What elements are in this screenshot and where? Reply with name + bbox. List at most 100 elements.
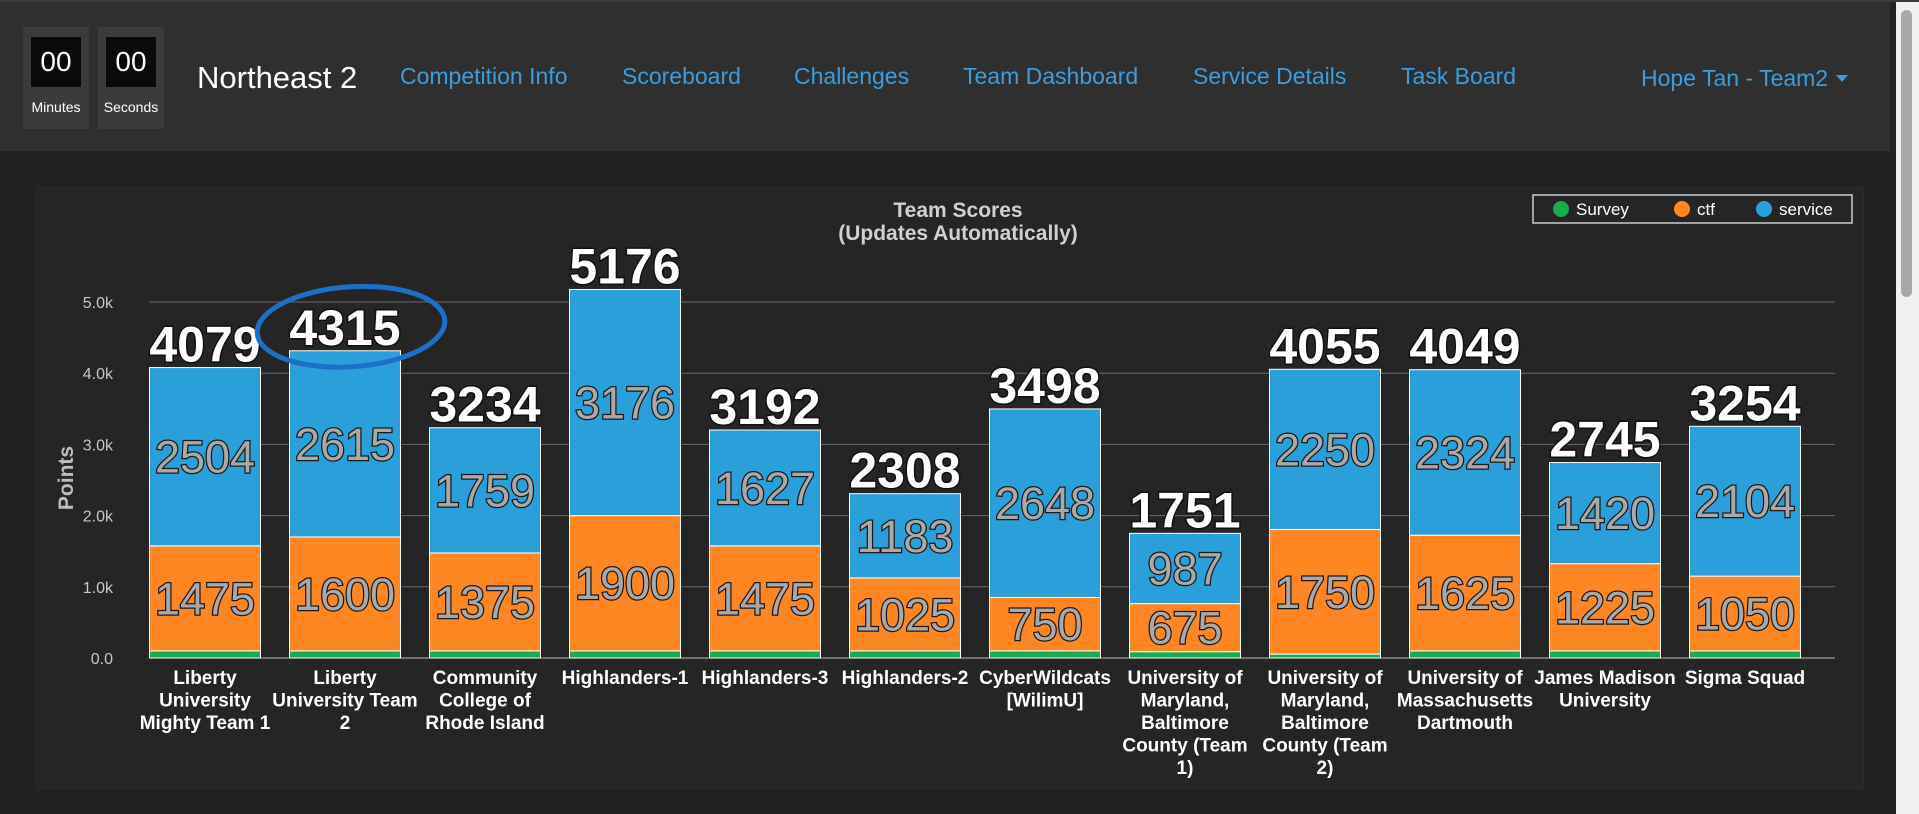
user-menu-dropdown[interactable]: Hope Tan - Team2 <box>1641 65 1849 92</box>
bar-ctf-segment <box>989 596 1101 652</box>
x-tick-label: University of Massachusetts Dartmouth <box>1397 668 1533 734</box>
ctf-value-label: 1050 <box>1695 589 1795 640</box>
minutes-value: 00 <box>31 37 81 87</box>
legend-ctf-marker <box>1674 201 1690 217</box>
x-tick-label-line: Maryland, <box>1281 691 1370 712</box>
bar-ctf-segment <box>1269 528 1381 655</box>
bar-survey-segment <box>1549 650 1661 659</box>
nav-competition-info[interactable]: Competition Info <box>400 63 568 89</box>
bar-service-segment <box>1269 368 1381 530</box>
bar-total-label: 4079 <box>149 317 260 373</box>
nav-scoreboard[interactable]: Scoreboard <box>622 63 741 89</box>
x-tick-label-line: University of <box>1267 668 1383 689</box>
x-tick-label-line: 1) <box>1177 758 1194 779</box>
bar-service-segment <box>569 288 681 517</box>
x-tick-label-line: Highlanders-1 <box>562 668 689 689</box>
x-tick-label-line: Sigma Squad <box>1685 668 1805 689</box>
x-tick-label-line: University Team <box>272 691 417 712</box>
y-tick-label: 5.0k <box>83 295 114 312</box>
x-tick-label: Highlanders-2 <box>842 668 969 689</box>
x-tick-label: Liberty University Team 2 <box>272 668 417 734</box>
bar-service-segment <box>429 427 541 554</box>
legend-survey-marker <box>1553 201 1569 217</box>
x-tick-label: Highlanders-1 <box>562 668 689 689</box>
service-value-label: 1420 <box>1555 488 1655 539</box>
y-tick-label: 2.0k <box>83 509 114 526</box>
x-tick-label-line: College of <box>439 691 532 712</box>
page-scrollbar[interactable] <box>1896 2 1919 814</box>
x-tick-label-line: Community <box>433 668 538 689</box>
bar-service-segment <box>1549 462 1661 565</box>
service-value-label: 1183 <box>857 511 954 562</box>
nav-challenges[interactable]: Challenges <box>794 63 910 89</box>
top-navbar: 00 Minutes 00 Seconds Northeast 2 Compet… <box>0 2 1890 151</box>
service-value-label: 1759 <box>435 465 535 516</box>
x-tick-label: James Madison University <box>1534 668 1676 712</box>
service-value-label: 3176 <box>575 378 675 429</box>
y-axis-label: Points <box>55 446 78 510</box>
bar-total-label: 1751 <box>1129 482 1240 538</box>
nav-service-details[interactable]: Service Details <box>1193 63 1347 89</box>
bar-survey-segment <box>1409 650 1521 659</box>
bar-survey-segment <box>849 650 961 659</box>
bar-ctf-segment <box>849 577 961 652</box>
team-scores-chart: 0.0 1.0k 2.0k 3.0k 4.0k 5.0k 1475 2504 4079 Libe… <box>55 194 1853 779</box>
bar-total-label: 3234 <box>429 377 540 433</box>
window-top-border <box>0 0 1919 2</box>
highlight-circle-annotation <box>254 283 448 370</box>
x-tick-label-line: Baltimore <box>1141 713 1229 734</box>
ctf-value-label: 1475 <box>155 573 255 624</box>
bar-ctf-segment <box>1409 534 1521 652</box>
ctf-value-label: 1225 <box>1555 582 1655 633</box>
x-tick-label-line: Liberty <box>173 668 237 689</box>
x-tick-label: CyberWildcats [WilimU] <box>979 668 1111 712</box>
minutes-timer: 00 Minutes <box>23 27 89 129</box>
bar-service-segment <box>1689 425 1801 577</box>
bar-total-label: 3192 <box>709 379 820 435</box>
bar-total-label: 2308 <box>849 443 960 499</box>
x-tick-label: University of Maryland, Baltimore County (T… <box>1262 668 1387 779</box>
legend-box <box>1532 194 1853 224</box>
x-tick-label-line: University <box>1559 691 1651 712</box>
nav-task-board[interactable]: Task Board <box>1401 63 1517 89</box>
x-tick-label-line: Highlanders-3 <box>702 668 829 689</box>
service-value-label: 2648 <box>995 478 1095 529</box>
bar-service-segment <box>849 493 961 579</box>
chart-legend[interactable]: Survey ctf service <box>1532 194 1853 224</box>
nav-team-dashboard[interactable]: Team Dashboard <box>963 63 1139 89</box>
x-tick-label: Liberty University Mighty Team 1 <box>140 668 271 734</box>
ctf-value-label: 675 <box>1147 603 1222 654</box>
scrollbar-thumb[interactable] <box>1901 10 1912 297</box>
service-value-label: 1627 <box>715 463 815 514</box>
brand-title[interactable]: Northeast 2 <box>197 60 358 95</box>
legend-service-label: service <box>1779 200 1833 219</box>
bar-total-label: 4049 <box>1409 319 1520 375</box>
x-tick-label-line: Massachusetts <box>1397 691 1533 712</box>
y-tick-label: 0.0 <box>91 651 113 668</box>
x-tick-label: University of Maryland, Baltimore County (T… <box>1122 668 1247 779</box>
bar-survey-segment <box>1689 650 1801 659</box>
ctf-value-label: 1475 <box>715 573 815 624</box>
service-value-label: 2250 <box>1275 424 1375 475</box>
ctf-value-label: 1600 <box>295 569 395 620</box>
x-tick-label-line: Rhode Island <box>425 713 544 734</box>
ctf-value-label: 1625 <box>1415 568 1515 619</box>
minutes-label: Minutes <box>31 99 81 115</box>
x-tick-label-line: [WilimU] <box>1007 691 1084 712</box>
bar-total-label: 3254 <box>1689 375 1800 431</box>
user-name: Hope Tan - Team2 <box>1641 65 1829 91</box>
x-tick-label-line: 2) <box>1317 758 1334 779</box>
ctf-value-label: 1750 <box>1275 567 1375 618</box>
ctf-value-label: 1375 <box>435 577 535 628</box>
x-tick-label-line: Mighty Team 1 <box>140 713 271 734</box>
bar-service-segment <box>1129 532 1241 605</box>
x-tick-label-line: CyberWildcats <box>979 668 1111 689</box>
bar-service-segment <box>989 408 1101 598</box>
service-value-label: 2104 <box>1695 476 1795 527</box>
y-tick-label: 4.0k <box>83 366 114 383</box>
x-tick-label-line: Baltimore <box>1281 713 1369 734</box>
x-tick-label-line: University of <box>1127 668 1243 689</box>
bar-total-label: 2745 <box>1549 412 1660 468</box>
ctf-value-label: 1900 <box>575 558 675 609</box>
bar-ctf-segment <box>429 552 541 652</box>
